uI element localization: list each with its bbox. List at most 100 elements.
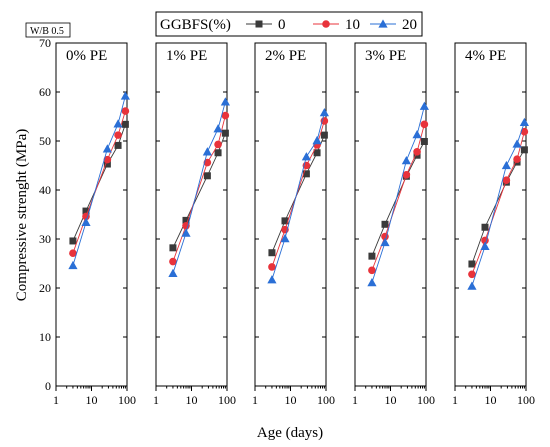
legend-entry-label: 20 xyxy=(402,17,417,33)
panel: 1 10 100 1% PE xyxy=(153,42,236,407)
x-tick-label: 1 xyxy=(153,393,159,407)
data-point xyxy=(481,223,489,231)
data-point xyxy=(468,270,476,279)
series-line-10 xyxy=(172,115,226,262)
data-point xyxy=(221,111,230,120)
data-point xyxy=(182,216,190,224)
data-point xyxy=(301,152,311,161)
data-point xyxy=(368,266,376,275)
y-tick-label: 60 xyxy=(39,85,51,99)
panel: 1 10 100 4% PE xyxy=(452,42,535,407)
legend-title: GGBFS(%) xyxy=(160,17,231,33)
data-point xyxy=(512,139,522,148)
data-point xyxy=(281,217,289,225)
x-tick-label: 10 xyxy=(86,393,98,407)
data-point xyxy=(103,160,111,168)
x-tick-label: 100 xyxy=(118,393,136,407)
y-tick-label: 70 xyxy=(39,36,51,50)
data-point xyxy=(213,124,223,133)
data-point xyxy=(467,281,477,290)
data-point xyxy=(420,137,428,145)
data-point xyxy=(113,119,123,128)
data-point xyxy=(121,120,129,128)
data-point xyxy=(114,141,122,149)
data-point xyxy=(203,172,211,180)
data-point xyxy=(313,149,321,157)
panel-title: 0% PE xyxy=(66,48,107,64)
data-point xyxy=(102,144,112,153)
x-tick-label: 100 xyxy=(417,393,435,407)
data-point xyxy=(120,91,130,100)
x-tick-label: 10 xyxy=(385,393,397,407)
data-point xyxy=(401,156,411,165)
panel-title: 1% PE xyxy=(166,48,207,64)
data-point xyxy=(502,176,511,184)
x-tick-label: 100 xyxy=(218,393,236,407)
x-tick-label: 1 xyxy=(53,393,59,407)
y-tick-label: 10 xyxy=(39,330,51,344)
data-point xyxy=(81,217,91,227)
series-line-10 xyxy=(471,131,525,275)
data-point xyxy=(520,146,528,154)
data-point xyxy=(280,233,290,243)
data-point xyxy=(413,147,421,156)
data-point xyxy=(380,237,390,247)
x-tick-label: 10 xyxy=(485,393,497,407)
panel-title: 4% PE xyxy=(465,48,506,64)
data-point xyxy=(412,130,422,139)
x-tick-label: 100 xyxy=(517,393,535,407)
y-tick-label: 20 xyxy=(39,281,51,295)
panel: 1 10 100 2% PE xyxy=(252,42,335,407)
y-axis-title: Compressive strenght (MPa) xyxy=(14,129,30,301)
data-point xyxy=(468,260,476,268)
series-line-0 xyxy=(471,149,525,265)
wb-badge-box xyxy=(25,22,71,38)
legend-marker-circle xyxy=(322,20,330,28)
wb-badge: W/B 0.5 xyxy=(25,22,71,38)
data-point xyxy=(268,249,276,257)
data-point xyxy=(121,107,130,115)
data-point xyxy=(302,170,310,178)
panel-frame xyxy=(155,42,228,387)
data-point xyxy=(182,221,190,230)
data-point xyxy=(402,171,411,179)
data-point xyxy=(114,131,122,139)
panel-frame xyxy=(454,42,527,387)
y-tick-label: 0 xyxy=(45,379,51,393)
x-tick-label: 100 xyxy=(317,393,335,407)
y-tick-label: 50 xyxy=(39,134,51,148)
x-axis-title: Age (days) xyxy=(257,425,323,441)
data-point xyxy=(268,263,276,271)
data-point xyxy=(320,131,328,139)
data-point xyxy=(214,140,222,149)
panel: 1 10 100 3% PE xyxy=(352,42,435,407)
data-point xyxy=(181,228,191,237)
panel-title: 3% PE xyxy=(365,48,406,64)
x-tick-label: 1 xyxy=(352,393,358,407)
y-tick-label: 40 xyxy=(39,183,51,197)
panel: 1 10 100 0% PE xyxy=(53,42,136,407)
series-line-10 xyxy=(371,124,425,271)
x-tick-label: 10 xyxy=(186,393,198,407)
legend-marker-triangle xyxy=(378,19,388,28)
data-point xyxy=(419,101,429,110)
data-point xyxy=(368,252,376,260)
data-point xyxy=(169,257,177,266)
y-axis: 0 10 20 30 40 50 60 70 xyxy=(39,36,51,393)
wb-badge-label: W/B 0.5 xyxy=(30,26,64,37)
data-point xyxy=(220,97,230,106)
data-point xyxy=(214,149,222,157)
data-point xyxy=(519,117,529,127)
data-point xyxy=(267,275,277,284)
panel-frame xyxy=(55,42,128,387)
legend-entry-label: 0 xyxy=(278,17,286,33)
data-point xyxy=(221,129,229,137)
x-tick-label: 1 xyxy=(252,393,258,407)
panels: 1 10 100 0% PE 1 10 100 1% PE 1 10 100 2% PE 1 10 100 3… xyxy=(53,42,535,407)
data-point xyxy=(513,155,521,163)
data-point xyxy=(319,107,329,117)
data-point xyxy=(312,135,322,145)
data-point xyxy=(367,278,377,287)
x-tick-label: 1 xyxy=(452,393,458,407)
